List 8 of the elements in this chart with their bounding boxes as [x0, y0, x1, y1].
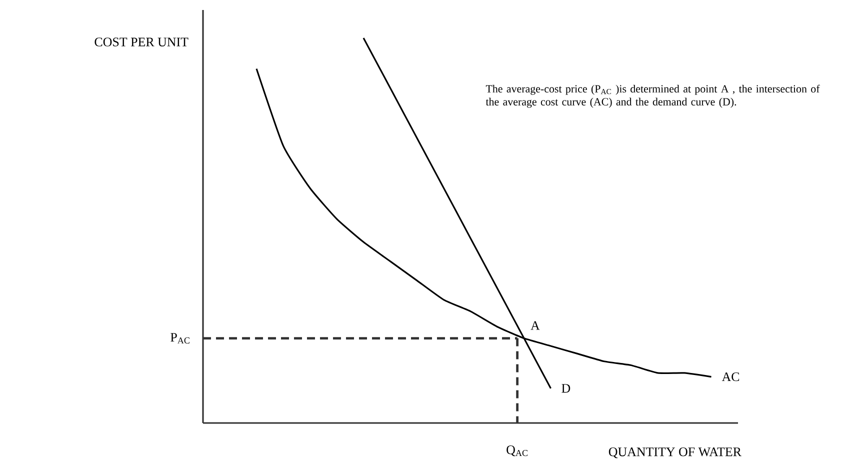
ref-line-label: P$_{AC}$	[170, 333, 190, 344]
series-label: AC	[722, 372, 740, 382]
y-axis-title: COST PER UNIT	[94, 38, 188, 46]
annotation: The average-cost price (P$_{AC}$ )is determined at point A , the intersection of the average cost curve (AC) and the demand curve (D).	[486, 84, 820, 108]
x-axis-title: QUANTITY OF WATER	[608, 448, 742, 458]
series-label: D	[562, 384, 570, 393]
annotation: A	[530, 321, 540, 330]
text: Q$_{AC}$	[506, 446, 528, 456]
